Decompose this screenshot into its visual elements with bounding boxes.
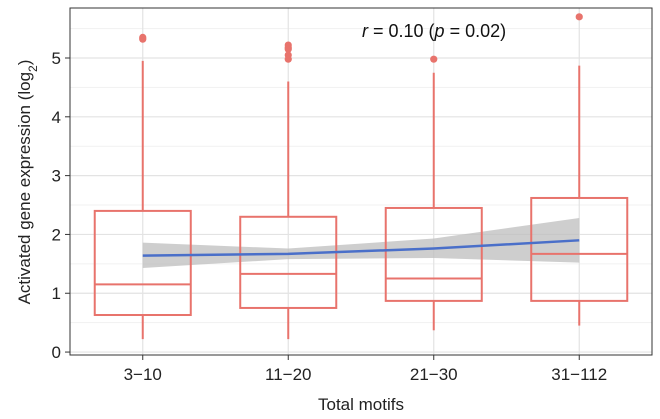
outlier-point [575, 13, 583, 21]
x-tick-label: 3−10 [124, 365, 162, 384]
y-tick-label: 2 [52, 225, 61, 244]
y-tick-label: 5 [52, 49, 61, 68]
outlier-point [430, 55, 438, 63]
box [93, 209, 192, 317]
outlier-point [284, 41, 292, 49]
axis-layer: 0 1 2 3 4 5 3−10 11−20 21−30 31−112 [52, 49, 608, 384]
r-value-text: = 0.10 ( [368, 21, 435, 41]
y-axis-label-main: Activated gene expression (log [15, 72, 34, 304]
y-axis-label-subscript: 2 [26, 65, 40, 72]
box [384, 206, 483, 302]
plot-frame [69, 7, 653, 356]
p-symbol: p [434, 21, 445, 41]
box [239, 215, 338, 309]
y-tick-label: 4 [52, 108, 61, 127]
outlier-point [139, 33, 147, 42]
x-tick-label: 21−30 [410, 365, 458, 384]
y-tick-label: 0 [52, 343, 61, 362]
trend-line [142, 239, 580, 257]
x-tick-label: 11−20 [265, 365, 311, 384]
box-group [239, 41, 338, 340]
y-tick-label: 3 [52, 167, 61, 186]
box-group [384, 55, 483, 331]
y-axis-label-close: ) [15, 60, 34, 66]
p-value-text: = 0.02) [445, 21, 507, 41]
x-axis-label: Total motifs [318, 395, 404, 414]
box-group [530, 13, 629, 326]
outlier-point [284, 51, 292, 59]
box-group [93, 33, 192, 340]
box [530, 196, 629, 302]
grid-layer [70, 8, 652, 355]
y-tick-label: 1 [52, 284, 61, 303]
box-layer [93, 13, 629, 340]
y-axis-label: Activated gene expression (log2) [15, 60, 40, 305]
trend-layer [142, 239, 580, 257]
correlation-annotation: r = 0.10 (p = 0.02) [362, 21, 506, 41]
r-symbol: r [362, 21, 369, 41]
x-tick-label: 31−112 [551, 365, 607, 384]
